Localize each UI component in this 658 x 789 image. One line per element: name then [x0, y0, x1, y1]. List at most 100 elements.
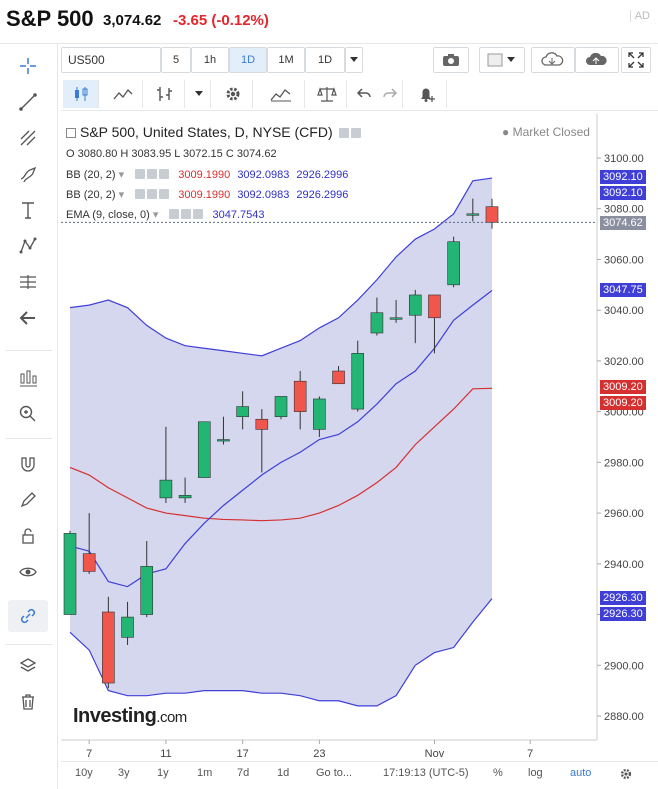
market-status-text: Market Closed — [512, 125, 590, 139]
gear-icon[interactable] — [147, 189, 158, 199]
interval-5[interactable]: 5 — [161, 47, 191, 73]
percent-toggle[interactable]: % — [493, 767, 503, 779]
range-7d[interactable]: 7d — [237, 767, 250, 779]
y-tick-label: 3040.00 — [604, 305, 644, 317]
interval-1m[interactable]: 1M — [267, 47, 305, 73]
price-tag-lower: 2926.30 — [600, 591, 646, 605]
y-tick-label: 3060.00 — [604, 254, 644, 266]
zoom-area-icon[interactable] — [8, 362, 48, 394]
legend-title-text: S&P 500, United States, D, NYSE (CFD) — [80, 124, 333, 140]
cloud-download-icon[interactable] — [531, 47, 575, 73]
text-icon[interactable] — [8, 194, 48, 226]
gear-icon[interactable] — [181, 209, 192, 219]
candle-body — [217, 439, 230, 442]
candle-body — [140, 566, 154, 615]
symbol-input[interactable]: US500 — [61, 47, 161, 73]
candle-body — [389, 317, 403, 320]
investing-logo: Investing.com — [73, 705, 187, 728]
crosshair-icon[interactable] — [8, 50, 48, 82]
gear-icon[interactable] — [619, 767, 633, 784]
auto-toggle[interactable]: auto — [570, 767, 592, 779]
logo-brand: Investing — [73, 705, 157, 727]
candle-body — [351, 353, 365, 410]
candle-body — [197, 421, 211, 478]
collapse-icon[interactable] — [66, 128, 76, 138]
x-tick-label: 11 — [160, 748, 171, 760]
lock-icon[interactable] — [8, 520, 48, 552]
layers-icon[interactable] — [8, 650, 48, 682]
bb1-low: 2926.2996 — [296, 169, 349, 181]
back-arrow-icon[interactable] — [8, 302, 48, 334]
interval-1d[interactable]: 1D — [229, 47, 267, 73]
chart-style-toolbar — [61, 77, 658, 111]
close-icon[interactable] — [159, 169, 170, 179]
magnet-icon[interactable] — [8, 448, 48, 480]
candle-body — [82, 553, 96, 572]
link-icon[interactable] — [8, 600, 48, 632]
bb1-label: BB (20, 2) — [66, 169, 116, 181]
pattern-icon[interactable] — [8, 230, 48, 262]
goto-button[interactable]: Go to... — [316, 767, 353, 779]
chart-area[interactable]: 2880.002900.002920.002940.002960.002980.… — [61, 114, 658, 789]
candle-body — [159, 479, 173, 499]
edit-pencil-icon[interactable] — [8, 484, 48, 516]
interval-1h[interactable]: 1h — [191, 47, 229, 73]
close-icon[interactable] — [159, 189, 170, 199]
price-tag-mid: 3009.20 — [600, 396, 646, 410]
camera-icon[interactable] — [433, 47, 469, 73]
drawing-toolbar — [0, 44, 58, 789]
y-tick-label: 2940.00 — [604, 559, 644, 571]
eye-icon[interactable] — [338, 128, 349, 138]
x-tick-label: 23 — [313, 748, 325, 760]
fibonacci-icon[interactable] — [8, 122, 48, 154]
range-1d[interactable]: 1d — [277, 767, 290, 779]
bars-icon[interactable] — [145, 80, 185, 108]
bb2-mid: 3009.1990 — [178, 189, 231, 201]
candle-body — [485, 206, 499, 223]
ema-line — [69, 290, 493, 588]
x-tick-label: 7 — [527, 748, 533, 760]
redo-icon[interactable] — [377, 80, 403, 108]
candle-body — [121, 616, 134, 638]
scales-icon[interactable] — [307, 80, 347, 108]
candles-icon[interactable] — [63, 80, 99, 108]
gear-icon[interactable] — [147, 169, 158, 179]
price-chart[interactable]: 2880.002900.002920.002940.002960.002980.… — [61, 114, 658, 761]
bb1-mid: 3009.1990 — [178, 169, 231, 181]
alert-bell-icon[interactable] — [407, 80, 447, 108]
measure-icon[interactable] — [8, 266, 48, 298]
price-tag-upper: 3092.10 — [600, 186, 646, 200]
trash-icon[interactable] — [8, 686, 48, 718]
zoom-in-icon[interactable] — [8, 398, 48, 430]
candle-body — [370, 312, 384, 334]
chart-type-dropdown-icon[interactable] — [187, 80, 211, 108]
interval-dropdown[interactable]: 1D — [305, 47, 345, 73]
range-10y[interactable]: 10y — [75, 767, 93, 779]
eye-icon[interactable] — [169, 209, 180, 219]
close-icon[interactable] — [193, 209, 204, 219]
area-chart-icon[interactable] — [103, 80, 143, 108]
eye-icon[interactable] — [8, 556, 48, 588]
eye-icon[interactable] — [135, 189, 146, 199]
color-picker-button[interactable] — [479, 47, 525, 73]
gear-icon[interactable] — [213, 80, 253, 108]
brush-icon[interactable] — [8, 158, 48, 190]
range-1y[interactable]: 1y — [157, 767, 169, 779]
y-tick-label: 2980.00 — [604, 457, 644, 469]
trend-line-icon[interactable] — [8, 86, 48, 118]
gear-icon[interactable] — [350, 128, 361, 138]
clock-readout: 17:19:13 (UTC-5) — [383, 767, 469, 779]
bb1-up: 3092.0983 — [237, 169, 290, 181]
fullscreen-icon[interactable] — [621, 47, 651, 73]
eye-icon[interactable] — [135, 169, 146, 179]
range-1m[interactable]: 1m — [197, 767, 213, 779]
undo-icon[interactable] — [351, 80, 377, 108]
indicators-icon[interactable] — [257, 80, 305, 108]
range-3y[interactable]: 3y — [118, 767, 130, 779]
bb-middle-line — [69, 387, 493, 522]
chevron-down-icon[interactable] — [345, 47, 363, 73]
x-tick-label: Nov — [425, 748, 445, 760]
cloud-upload-icon[interactable] — [575, 47, 619, 73]
candle-body — [274, 396, 288, 418]
log-toggle[interactable]: log — [528, 767, 543, 779]
